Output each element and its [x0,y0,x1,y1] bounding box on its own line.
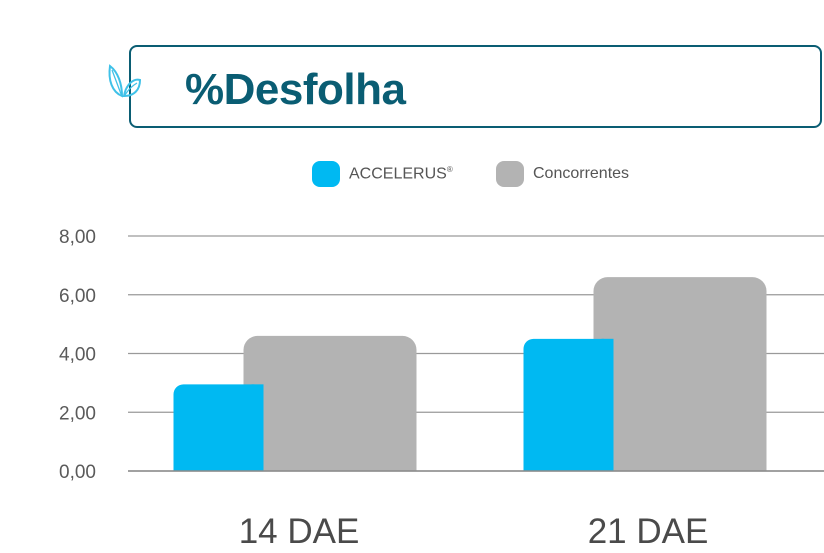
y-tick-label: 6,00 [59,286,96,307]
legend-label-accelerus: ACCELERUS® [349,164,453,183]
page-title: %Desfolha [185,65,406,114]
bar-competitors [243,335,417,471]
title-frame [129,45,822,128]
legend-swatch-competitors [496,161,524,187]
bar-competitors-base [593,457,767,471]
y-tick-label: 4,00 [59,345,96,366]
x-category-label: 21 DAE [588,512,709,551]
bar-accelerus-edge [601,338,614,471]
bar-competitors [593,277,767,471]
y-tick-label: 8,00 [59,227,96,248]
x-category-label: 14 DAE [239,512,360,551]
bar-accelerus-base [173,461,264,471]
bar-accelerus [173,384,264,471]
bar-accelerus-edge [251,384,264,471]
legend-swatch-accelerus [312,161,340,187]
y-tick-label: 2,00 [59,403,96,424]
legend-label-competitors: Concorrentes [533,165,630,182]
legend-item-competitors: Concorrentes [496,161,629,187]
y-tick-label: 0,00 [59,462,96,483]
bar-accelerus-base [523,461,614,471]
leaves-icon [108,64,142,98]
bar-competitors-base [243,457,417,471]
legend-item-accelerus: ACCELERUS® [312,161,453,187]
bar-accelerus [523,338,614,471]
